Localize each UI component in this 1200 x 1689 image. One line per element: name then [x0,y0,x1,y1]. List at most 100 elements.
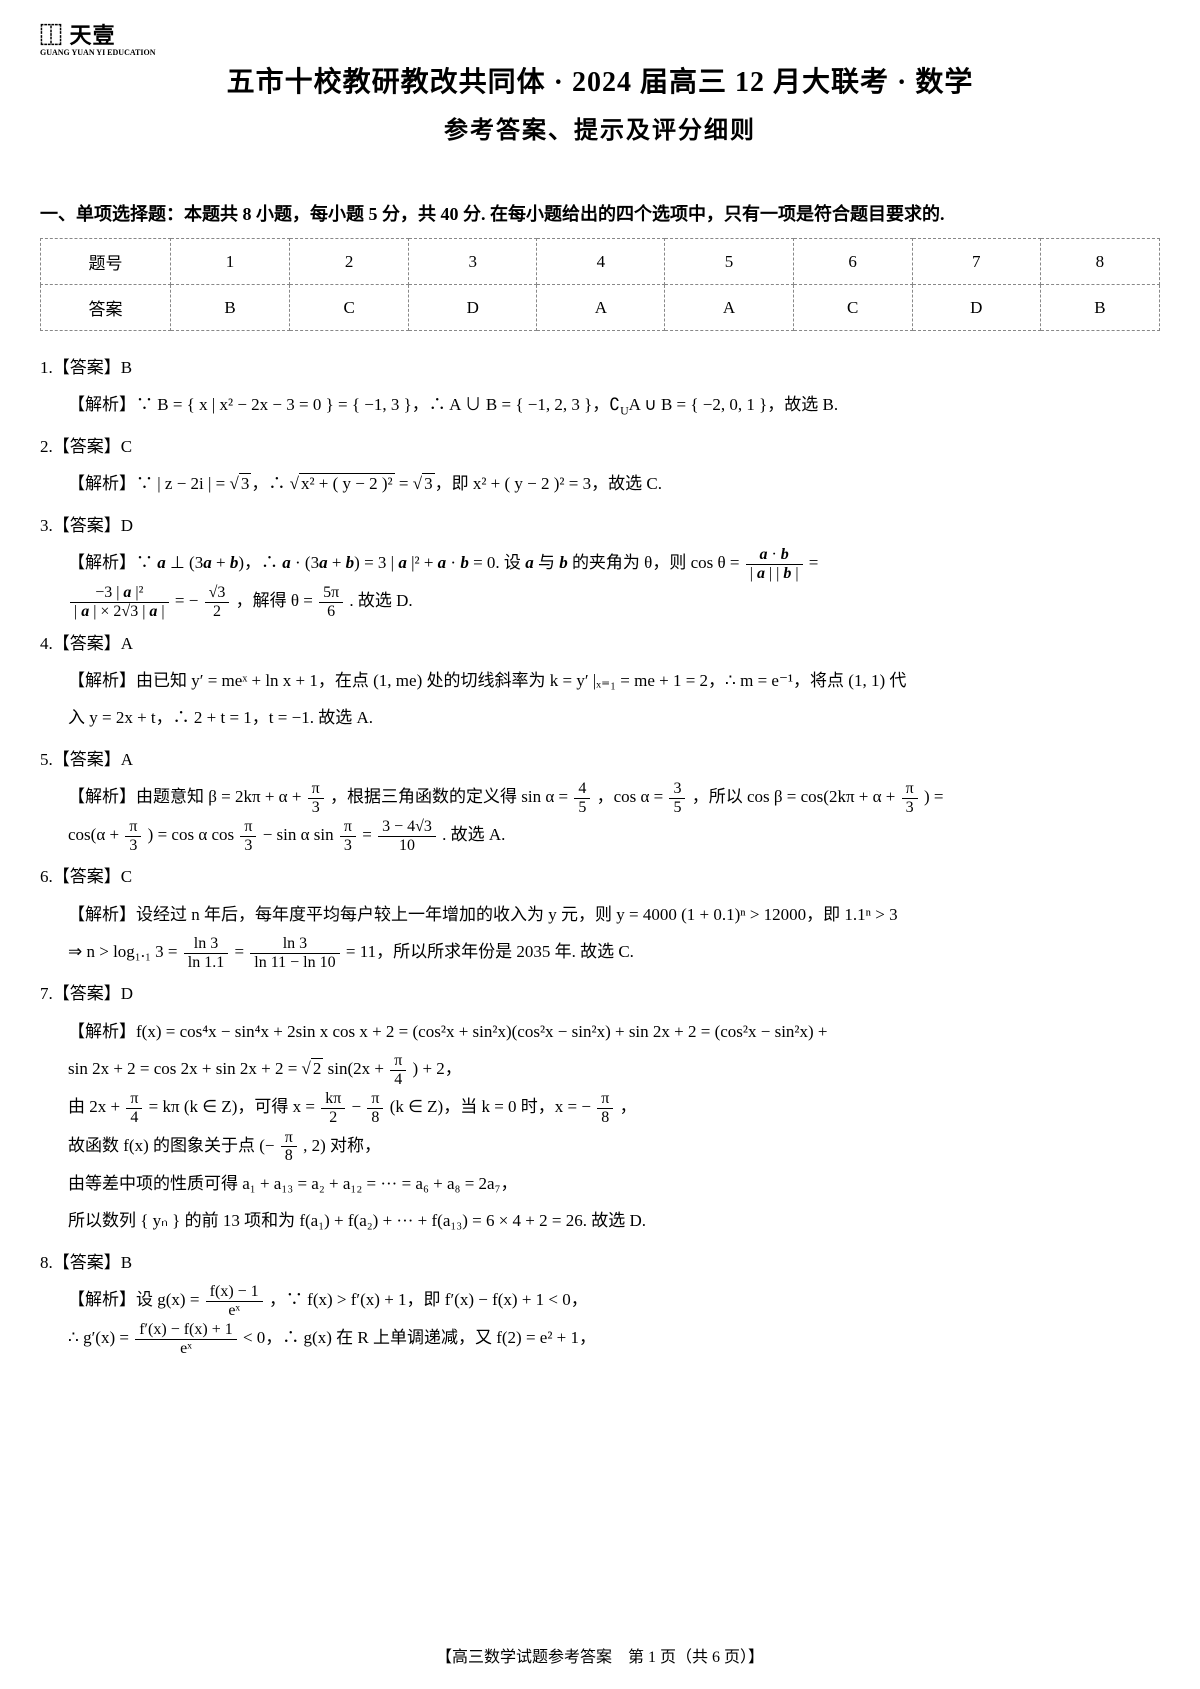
explanation: 【解析】设 g(x) = f(x) − 1eˣ ，∵ f(x) > f′(x) … [40,1281,1160,1319]
numerator: a · b [746,546,803,565]
numerator: f(x) − 1 [206,1283,263,1302]
exp-text: = kπ (k ∈ Z)，可得 x = [149,1097,320,1116]
numerator: 5π [319,584,343,603]
exp-prefix: 【解析】 [68,787,136,806]
explanation-line: 由 2x + π4 = kπ (k ∈ Z)，可得 x = kπ2 − π8 (… [40,1088,1160,1126]
numerator: ln 3 [250,935,339,954]
explanation: 【解析】∵ B = { x | x² − 2x − 3 = 0 } = { −1… [40,386,1160,424]
answer-label: 4.【答案】A [40,625,1160,662]
fraction: 3 − 4√310 [378,818,436,854]
numerator: π [308,780,324,799]
question-2: 2.【答案】C 【解析】∵ | z − 2i | = √3，∴ √x² + ( … [40,428,1160,503]
table-cell: 3 [409,239,537,285]
numerator: π [597,1090,613,1109]
exp-text: ， [620,1097,637,1116]
exp-text: = [395,474,413,493]
fraction: π3 [125,818,141,854]
table-cell: 2 [290,239,409,285]
exp-text: ，∴ [251,474,289,493]
explanation: 【解析】由题意知 β = 2kπ + α + π3 ，根据三角函数的定义得 si… [40,778,1160,816]
table-cell: 4 [537,239,665,285]
exp-prefix: 【解析】 [68,395,136,414]
answer-label: 2.【答案】C [40,428,1160,465]
exp-text: sin(2x + [323,1059,388,1078]
fraction: kπ2 [321,1090,345,1126]
denominator: 4 [126,1109,142,1127]
exp-text: = [234,942,248,961]
exp-text: 由题意知 β = 2kπ + α + [136,787,306,806]
explanation: 【解析】f(x) = cos⁴x − sin⁴x + 2sin x cos x … [40,1013,1160,1050]
denominator: 10 [378,837,436,855]
exp-text: 故函数 f(x) 的图象关于点 (− [68,1136,274,1155]
table-cell: D [409,285,537,331]
fraction: π3 [340,818,356,854]
answer-label: 3.【答案】D [40,507,1160,544]
page-title: 五市十校教研教改共同体 · 2024 届高三 12 月大联考 · 数学 [40,60,1160,100]
fraction: a · b| a | | b | [746,546,803,582]
logo-sub: GUANG YUAN YI EDUCATION [40,48,155,57]
question-1: 1.【答案】B 【解析】∵ B = { x | x² − 2x − 3 = 0 … [40,349,1160,424]
fraction: π8 [597,1090,613,1126]
denominator: ln 11 − ln 10 [250,954,339,972]
numerator: π [281,1129,297,1148]
exp-text: cos(α + [68,825,123,844]
logo: ⿰ 天壹 GUANG YUAN YI EDUCATION [40,18,155,57]
exp-text: . 故选 D. [349,591,412,610]
denominator: 3 [308,799,324,817]
fraction: π4 [390,1052,406,1088]
denominator: eˣ [135,1340,237,1358]
page-footer: 【高三数学试题参考答案 第 1 页（共 6 页）】 [0,1643,1200,1667]
explanation-line: −3 | a |²| a | × 2√3 | a | = − √32 ，解得 θ… [40,582,1160,620]
fraction: 45 [574,780,590,816]
fraction: f(x) − 1eˣ [206,1283,263,1319]
denominator: 6 [319,603,343,621]
exp-text: ，解得 θ = [236,591,317,610]
table-row: 题号 1 2 3 4 5 6 7 8 [41,239,1160,285]
fraction: π8 [367,1090,383,1126]
sqrt: 2 [311,1058,324,1078]
section-1-header: 一、单项选择题：本题共 8 小题，每小题 5 分，共 40 分. 在每小题给出的… [40,200,1160,226]
exp-text: ∵ | z − 2i | = [136,474,230,493]
table-cell: 1 [171,239,290,285]
sqrt: 3 [422,473,435,493]
row-label: 答案 [41,285,171,331]
denominator: 5 [669,799,685,817]
explanation-line: sin 2x + 2 = cos 2x + sin 2x + 2 = √2 si… [40,1050,1160,1088]
explanation: 【解析】∵ | z − 2i | = √3，∴ √x² + ( y − 2 )²… [40,465,1160,502]
exp-text: − sin α sin [263,825,338,844]
answer-label: 8.【答案】B [40,1244,1160,1281]
fraction: ln 3ln 11 − ln 10 [250,935,339,971]
exp-text: ，根据三角函数的定义得 sin α = [330,787,572,806]
exp-text: . 故选 A. [442,825,505,844]
numerator: π [125,818,141,837]
explanation-line: 故函数 f(x) 的图象关于点 (− π8 , 2) 对称， [40,1127,1160,1165]
table-cell: B [171,285,290,331]
exp-text: ，∵ f(x) > f′(x) + 1，即 f′(x) − f(x) + 1 <… [269,1290,588,1309]
question-7: 7.【答案】D 【解析】f(x) = cos⁴x − sin⁴x + 2sin … [40,975,1160,1239]
exp-text: 由已知 y′ = meˣ + ln x + 1，在点 (1, me) 处的切线斜… [136,671,906,690]
fraction: π3 [902,780,918,816]
exp-text: ∴ g′(x) = [68,1328,133,1347]
numerator: f′(x) − f(x) + 1 [135,1321,237,1340]
exp-text: − [352,1097,366,1116]
exp-text: , 2) 对称， [303,1136,381,1155]
denominator: | a | | b | [746,565,803,583]
exp-text: sin 2x + 2 = cos 2x + sin 2x + 2 = [68,1059,302,1078]
explanation-line: 由等差中项的性质可得 a₁ + a₁₃ = a₂ + a₁₂ = ··· = a… [40,1165,1160,1202]
denominator: 4 [390,1071,406,1089]
numerator: 3 [669,780,685,799]
fraction: π3 [308,780,324,816]
fraction: ln 3ln 1.1 [184,935,228,971]
denominator: 3 [125,837,141,855]
denominator: | a | × 2√3 | a | [70,603,169,621]
fraction: f′(x) − f(x) + 1eˣ [135,1321,237,1357]
exp-text: ∵ a ⊥ (3a + b)，∴ a · (3a + b) = 3 | a |²… [136,553,744,572]
exp-text: 设 g(x) = [136,1290,204,1309]
numerator: −3 | a |² [70,584,169,603]
exp-text: ) + 2， [413,1059,462,1078]
question-3: 3.【答案】D 【解析】∵ a ⊥ (3a + b)，∴ a · (3a + b… [40,507,1160,621]
denominator: 3 [902,799,918,817]
answer-label: 5.【答案】A [40,741,1160,778]
exp-text: ，即 x² + ( y − 2 )² = 3，故选 C. [435,474,662,493]
answer-label: 6.【答案】C [40,858,1160,895]
